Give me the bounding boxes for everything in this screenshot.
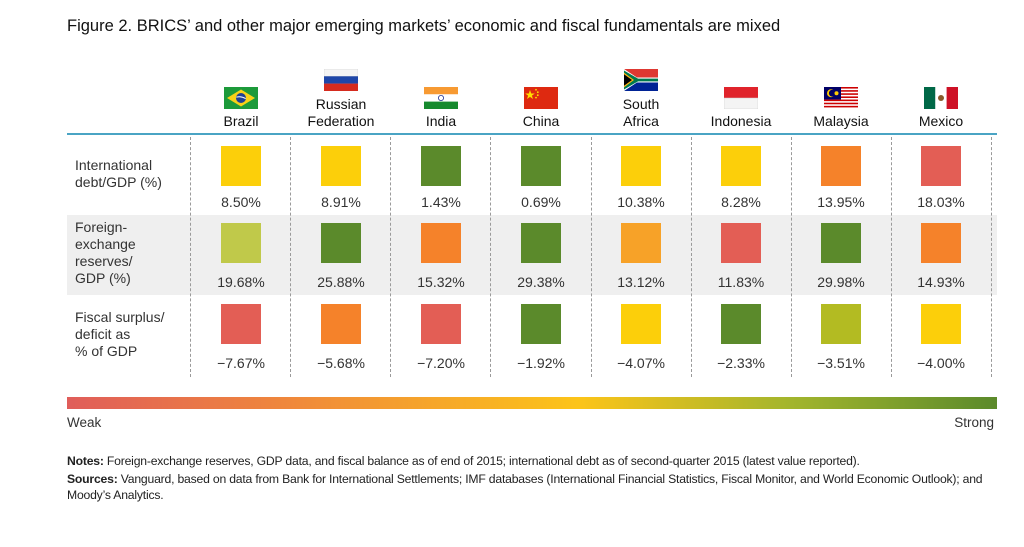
column-divider [390,137,391,377]
sources-line: Sources: Vanguard, based on data from Ba… [67,471,997,503]
heat-square [221,146,261,186]
heat-square [721,146,761,186]
south-africa-flag-icon [624,69,658,91]
heat-square [621,223,661,263]
column-header-brazil: Brazil [191,62,291,132]
heat-square [721,304,761,344]
cell-value: 13.12% [617,274,665,290]
cell-value: 8.50% [221,194,261,210]
heat-square [421,223,461,263]
heat-square [921,146,961,186]
cell-value: 13.95% [817,194,865,210]
column-label: Malaysia [813,113,869,129]
column-divider [591,137,592,377]
column-divider [490,137,491,377]
column-header-indonesia: Indonesia [691,62,791,132]
mexico-flag-icon [924,87,958,109]
cell-value: 14.93% [917,274,965,290]
cell-value: 10.38% [617,194,665,210]
cell-value: −2.33% [717,355,765,371]
heat-square [221,223,261,263]
row-label-fx-reserves: Foreign-exchange reserves/GDP (%) [75,219,136,286]
column-label: Indonesia [710,113,772,129]
cell-value: 8.28% [721,194,761,210]
scale-weak-label: Weak [67,415,102,430]
cell-value: 15.32% [417,274,465,290]
row-label-fiscal-balance: Fiscal surplus/deficit as% of GDP [75,309,165,359]
sources-label: Sources: [67,472,118,486]
column-header-china: China [491,62,591,132]
malaysia-flag-icon [824,87,858,109]
heat-square [421,146,461,186]
cell-value: −3.51% [817,355,865,371]
column-header-mexico: Mexico [891,62,991,132]
heat-square [521,146,561,186]
heat-square [921,304,961,344]
indonesia-flag-icon [724,87,758,109]
footnotes: Notes: Foreign-exchange reserves, GDP da… [67,453,997,505]
heat-square [321,223,361,263]
heat-square [321,146,361,186]
column-divider [691,137,692,377]
column-label: Mexico [918,113,964,129]
column-label: Russian Federation [307,96,375,129]
cell-value: 1.43% [421,194,461,210]
cell-value: 25.88% [317,274,365,290]
cell-value: −5.68% [317,355,365,371]
row-label-international-debt: International debt/GDP (%) [75,157,162,190]
column-label: China [522,113,560,129]
column-header-india: India [391,62,491,132]
cell-value: 0.69% [521,194,561,210]
heat-square [321,304,361,344]
column-divider [891,137,892,377]
column-divider [290,137,291,377]
cell-value: −7.20% [417,355,465,371]
notes-text: Foreign-exchange reserves, GDP data, and… [103,454,860,468]
column-label: India [425,113,457,129]
cell-value: 8.91% [321,194,361,210]
heat-square [221,304,261,344]
cell-value: 18.03% [917,194,965,210]
china-flag-icon [524,87,558,109]
chart-title: Figure 2. BRICS’ and other major emergin… [67,17,781,35]
column-divider [991,137,992,377]
header-rule [67,133,997,135]
cell-value: −7.67% [217,355,265,371]
column-header-south-africa: South Africa [591,62,691,132]
heat-square [821,223,861,263]
heat-square [421,304,461,344]
heat-square [621,304,661,344]
russia-flag-icon [324,69,358,91]
cell-value: −1.92% [517,355,565,371]
column-header-malaysia: Malaysia [791,62,891,132]
column-label: Brazil [223,113,259,129]
heat-square [621,146,661,186]
scale-strong-label: Strong [954,415,994,430]
strength-gradient-bar [67,397,997,409]
cell-value: −4.00% [917,355,965,371]
sources-text: Vanguard, based on data from Bank for In… [67,472,983,502]
cell-value: 19.68% [217,274,265,290]
notes-label: Notes: [67,454,104,468]
heat-square [921,223,961,263]
column-divider [791,137,792,377]
column-divider [190,137,191,377]
cell-value: −4.07% [617,355,665,371]
brazil-flag-icon [224,87,258,109]
heat-square [821,146,861,186]
heat-square [721,223,761,263]
heat-square [521,304,561,344]
cell-value: 11.83% [717,274,765,290]
cell-value: 29.38% [517,274,565,290]
heat-square [821,304,861,344]
heat-square [521,223,561,263]
column-header-russia: Russian Federation [291,62,391,132]
column-label: South Africa [622,96,660,129]
notes-line: Notes: Foreign-exchange reserves, GDP da… [67,453,997,469]
india-flag-icon [424,87,458,109]
cell-value: 29.98% [817,274,865,290]
